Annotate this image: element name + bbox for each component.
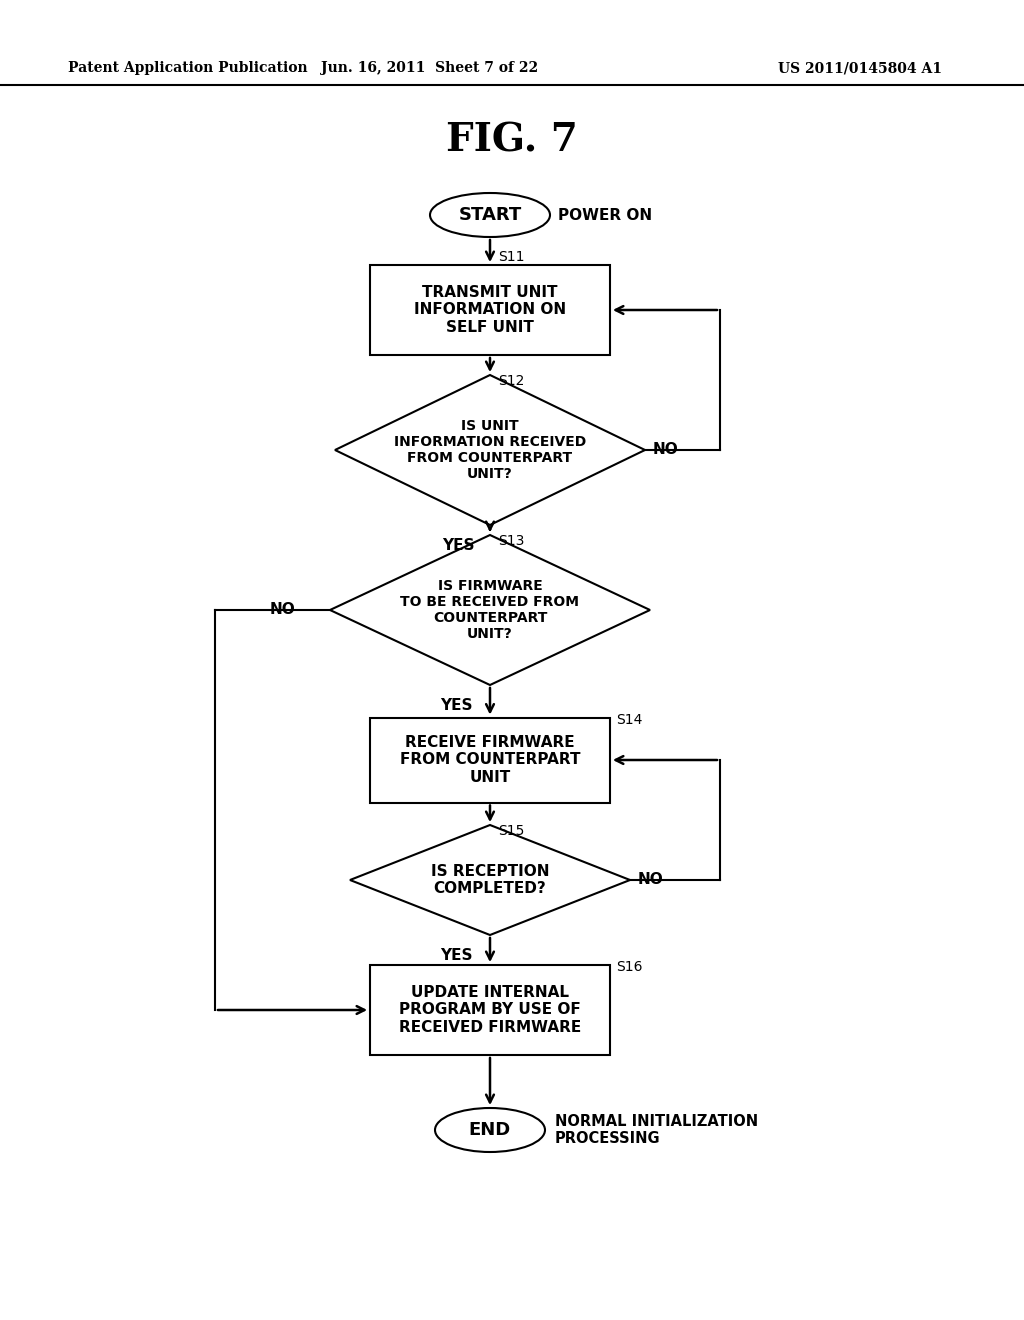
Ellipse shape [430,193,550,238]
Text: START: START [459,206,521,224]
Text: YES: YES [440,697,472,713]
Bar [370,718,610,803]
Text: POWER ON: POWER ON [558,207,652,223]
Text: S13: S13 [498,535,524,548]
Text: UPDATE INTERNAL
PROGRAM BY USE OF
RECEIVED FIRMWARE: UPDATE INTERNAL PROGRAM BY USE OF RECEIV… [399,985,582,1035]
Text: YES: YES [442,537,474,553]
Text: RECEIVE FIRMWARE
FROM COUNTERPART
UNIT: RECEIVE FIRMWARE FROM COUNTERPART UNIT [399,735,581,785]
Text: YES: YES [440,948,472,962]
Polygon shape [330,535,650,685]
Text: Patent Application Publication: Patent Application Publication [68,61,307,75]
Text: S15: S15 [498,824,524,838]
Text: NO: NO [653,442,679,458]
Text: END: END [469,1121,511,1139]
Polygon shape [350,825,630,935]
Text: Jun. 16, 2011  Sheet 7 of 22: Jun. 16, 2011 Sheet 7 of 22 [322,61,539,75]
Bar [370,965,610,1055]
Ellipse shape [435,1107,545,1152]
Bar [370,265,610,355]
Text: S14: S14 [616,713,642,726]
Text: S16: S16 [616,960,642,974]
Text: IS RECEPTION
COMPLETED?: IS RECEPTION COMPLETED? [431,863,549,896]
Text: S12: S12 [498,374,524,388]
Text: US 2011/0145804 A1: US 2011/0145804 A1 [778,61,942,75]
Text: IS FIRMWARE
TO BE RECEIVED FROM
COUNTERPART
UNIT?: IS FIRMWARE TO BE RECEIVED FROM COUNTERP… [400,578,580,642]
Text: IS UNIT
INFORMATION RECEIVED
FROM COUNTERPART
UNIT?: IS UNIT INFORMATION RECEIVED FROM COUNTE… [394,418,586,482]
Polygon shape [335,375,645,525]
Text: NO: NO [270,602,296,618]
Text: NORMAL INITIALIZATION
PROCESSING: NORMAL INITIALIZATION PROCESSING [555,1114,758,1146]
Text: S11: S11 [498,249,524,264]
Text: TRANSMIT UNIT
INFORMATION ON
SELF UNIT: TRANSMIT UNIT INFORMATION ON SELF UNIT [414,285,566,335]
Text: FIG. 7: FIG. 7 [446,121,578,158]
Text: NO: NO [638,873,664,887]
